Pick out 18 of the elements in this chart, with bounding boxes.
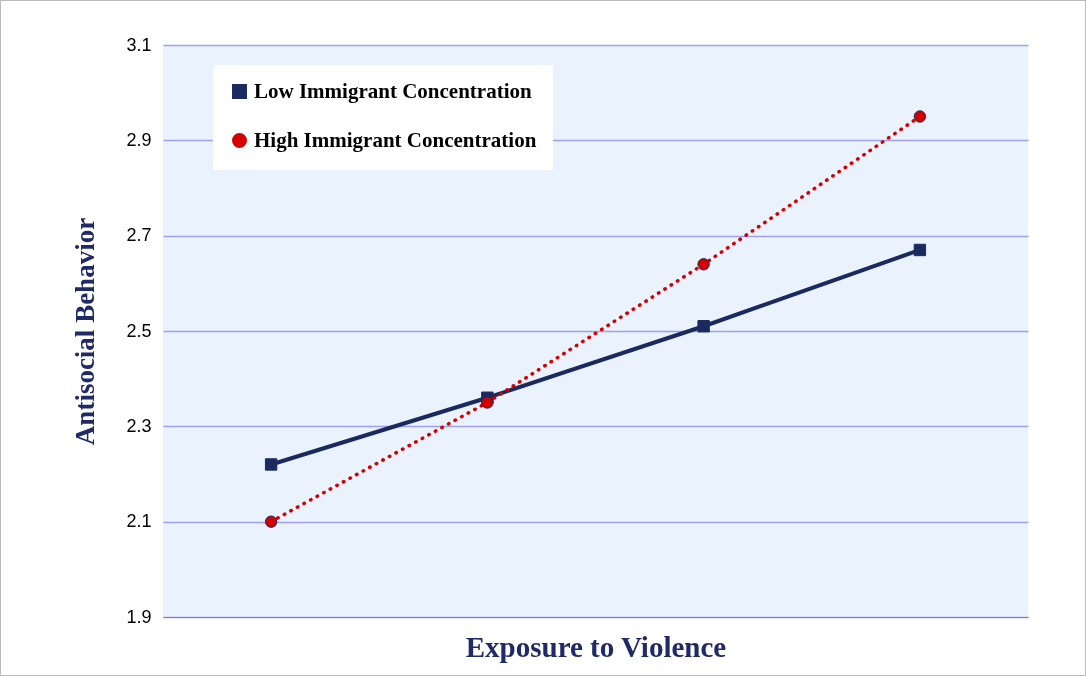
y-tick-label: 2.9	[126, 129, 152, 150]
y-tick-label: 3.1	[126, 34, 152, 55]
y-tick-label: 2.3	[126, 415, 152, 436]
point	[697, 320, 710, 333]
y-tick-label: 2.7	[126, 225, 152, 246]
point	[697, 258, 710, 271]
y-tick-label: 2.5	[126, 320, 152, 341]
point	[913, 110, 927, 123]
x-axis-title: Exposure to Violence	[465, 630, 727, 663]
y-axis-title: Antisocial Behavior	[70, 217, 101, 446]
y-tick-label: 1.9	[126, 606, 152, 627]
point	[264, 458, 278, 471]
point	[264, 515, 278, 528]
point	[481, 396, 494, 409]
legend-label: High Immigrant Concentration	[254, 127, 537, 152]
legend-label: Low Immigrant Concentration	[254, 78, 532, 103]
point	[913, 243, 927, 257]
y-tick-label: 2.1	[126, 511, 152, 532]
